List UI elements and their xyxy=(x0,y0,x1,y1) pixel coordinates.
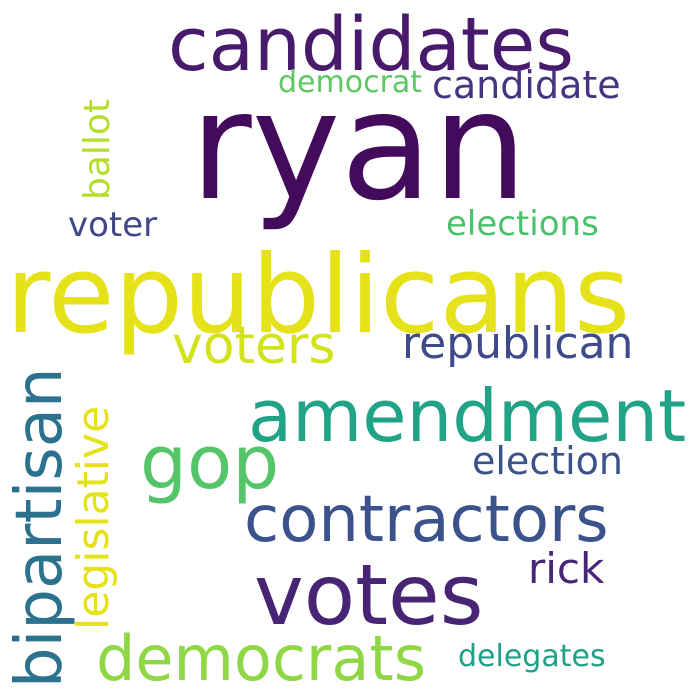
word-elections: elections xyxy=(446,204,599,244)
word-republicans: republicans xyxy=(6,233,631,358)
word-amendment: amendment xyxy=(248,374,687,458)
word-delegates: delegates xyxy=(458,639,606,674)
word-candidate: candidate xyxy=(432,63,621,107)
word-democrats: democrats xyxy=(96,622,427,695)
word-democrat: democrat xyxy=(278,65,423,100)
word-ballot: ballot xyxy=(77,98,118,200)
word-contractors: contractors xyxy=(244,483,609,557)
word-election: election xyxy=(472,439,623,483)
word-candidates: candidates xyxy=(168,2,574,88)
word-legislative: legislative xyxy=(68,405,119,630)
word-ryan: ryan xyxy=(190,60,528,234)
word-gop: gop xyxy=(140,420,280,506)
word-voters: voters xyxy=(172,316,336,376)
word-republican: republican xyxy=(402,318,634,369)
word-bipartisan: bipartisan xyxy=(3,367,77,688)
word-voter: voter xyxy=(68,205,158,245)
word-rick: rick xyxy=(528,544,605,593)
word-votes: votes xyxy=(254,546,484,644)
